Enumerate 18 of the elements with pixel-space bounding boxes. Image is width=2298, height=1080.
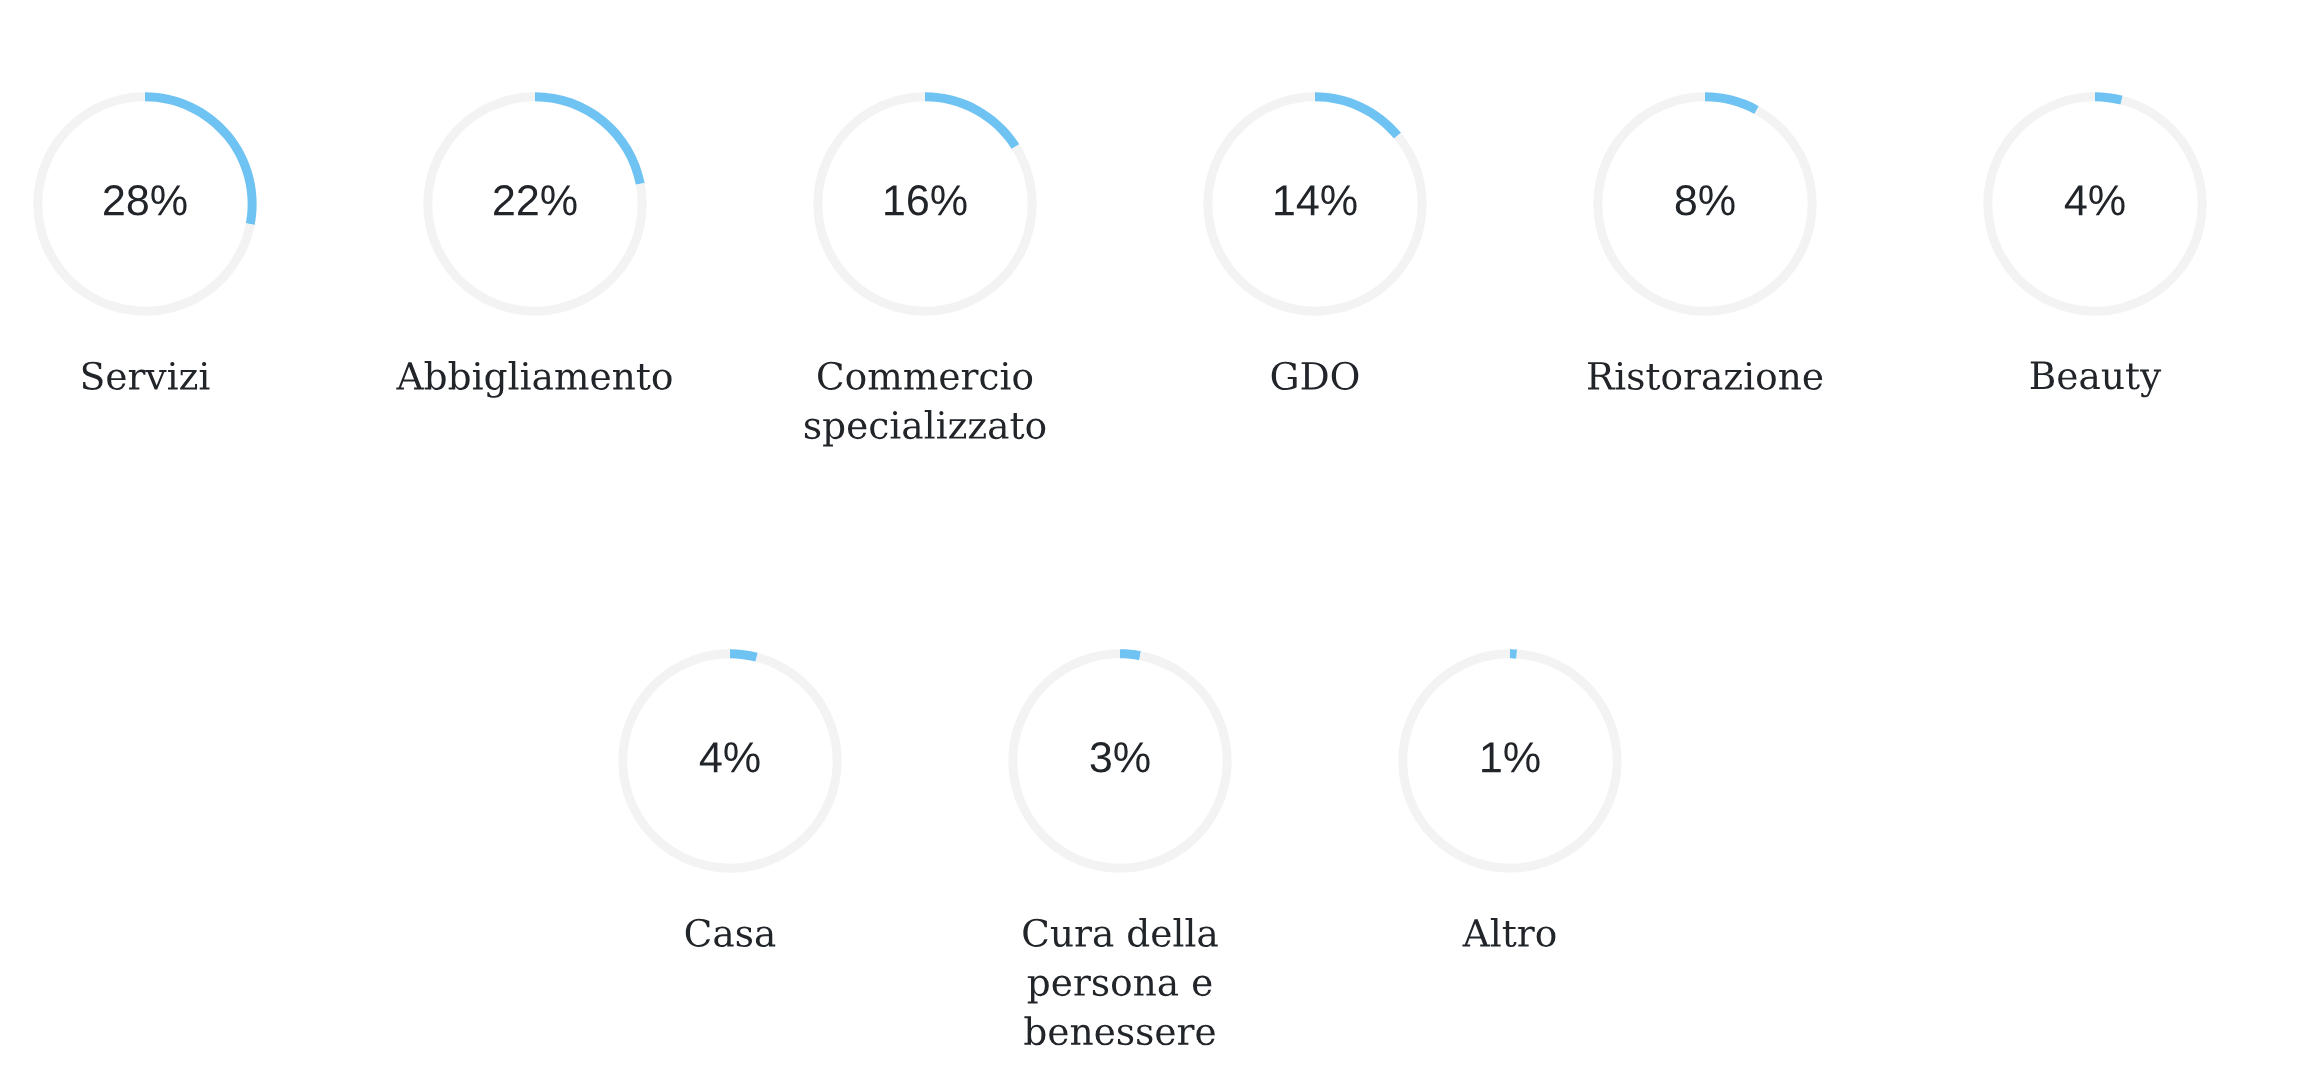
text: Abbigliamento xyxy=(396,361,672,398)
text: Cura della persona e benessere xyxy=(1023,918,1218,1046)
text: 4% xyxy=(2064,185,2125,216)
text: 8% xyxy=(1675,185,1735,216)
text: Ristorazione xyxy=(1588,361,1823,391)
text: Casa xyxy=(685,918,776,948)
text: 1% xyxy=(1482,742,1540,773)
text: Commercio specializzato xyxy=(804,361,1046,447)
text: 14% xyxy=(1275,185,1357,216)
text: 16% xyxy=(885,185,967,216)
text: Servizi xyxy=(82,361,210,391)
text: 4% xyxy=(699,742,760,773)
text: GDO xyxy=(1271,361,1359,391)
text: 3% xyxy=(1090,742,1150,773)
text: 22% xyxy=(494,185,577,216)
text: Altro xyxy=(1462,918,1556,948)
text: Beauty xyxy=(2030,361,2162,398)
text: 28% xyxy=(104,185,187,216)
